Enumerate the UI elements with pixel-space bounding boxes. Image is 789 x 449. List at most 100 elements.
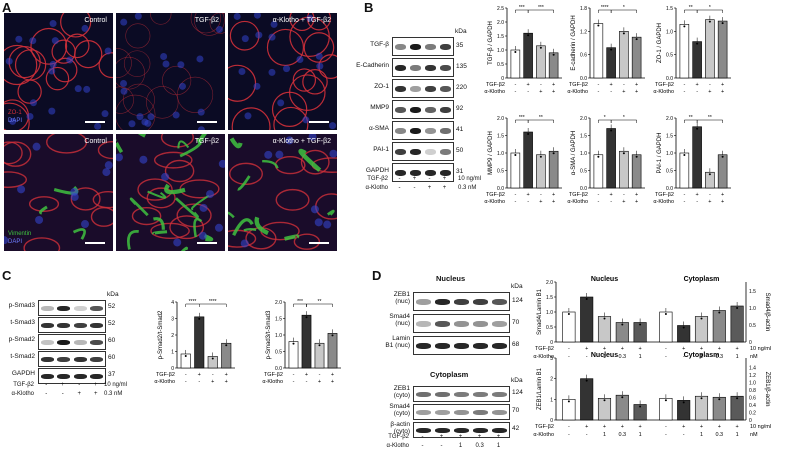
data-point — [514, 51, 517, 53]
data-point — [639, 405, 642, 408]
data-point — [585, 298, 588, 300]
fraction-label: (nuc) — [395, 320, 410, 327]
micrograph-image — [4, 13, 113, 130]
group-title: Nucleus — [591, 276, 618, 283]
band — [424, 43, 437, 50]
data-point — [597, 155, 600, 158]
data-point — [211, 357, 214, 360]
blot-strip — [392, 163, 454, 182]
condition-sign: - — [597, 192, 599, 198]
bar — [606, 47, 616, 79]
condition-sign: - — [185, 372, 187, 378]
blot-row-label: p-Smad2 — [1, 336, 35, 343]
data-point — [552, 53, 555, 56]
treatment-sign: + — [442, 185, 447, 191]
y-tick-label: 2.0 — [497, 20, 504, 26]
scale-bar — [309, 121, 329, 123]
y-tick-label: 1.5 — [546, 295, 553, 301]
condition-sign: + — [622, 89, 625, 95]
bar — [705, 19, 715, 79]
band — [454, 409, 469, 415]
y-axis-label: PAI-1 / GAPDH — [657, 133, 663, 174]
y-tick-label: 1.0 — [497, 48, 504, 54]
protein-name: E-Cadherin — [356, 61, 389, 69]
condition-sign: - — [597, 82, 599, 88]
condition-sign: + — [638, 424, 641, 430]
condition-sign: - — [696, 89, 698, 95]
condition-sign: - — [514, 89, 516, 95]
significance-bracket — [696, 119, 723, 123]
alpha-klotho-label: α-Klotho — [386, 443, 409, 449]
band — [435, 427, 450, 433]
data-point — [292, 342, 295, 345]
y-tick-label: 1.5 — [497, 134, 504, 140]
significance-bracket — [527, 119, 554, 123]
condition-label: α-Klotho — [567, 89, 588, 95]
condition-sign: + — [305, 372, 308, 378]
y-tick-label: 0.5 — [497, 169, 504, 175]
condition-sign: 1 — [603, 432, 606, 438]
data-point — [622, 32, 625, 35]
condition-sign: + — [635, 89, 638, 95]
molecular-weight: 50 — [456, 146, 464, 154]
scale-bar — [309, 242, 329, 244]
condition-sign: + — [198, 372, 201, 378]
y-tick-label: 0.0 — [275, 366, 282, 372]
significance-label: ** — [318, 299, 322, 305]
band — [409, 64, 422, 71]
y2-tick-label: 1.4 — [749, 365, 756, 371]
treatment-sign: - — [428, 176, 431, 182]
bar — [593, 154, 604, 189]
band — [424, 127, 437, 134]
channel-label: Vimentin — [8, 231, 32, 237]
band — [473, 427, 488, 433]
condition-sign: - — [319, 372, 321, 378]
treatment-sign: + — [477, 434, 482, 440]
band — [492, 342, 507, 349]
group-title: Cytoplasm — [684, 276, 720, 283]
y-tick-label: 1.0 — [497, 151, 504, 157]
micrograph-title: TGF-β2 — [194, 17, 219, 24]
molecular-weight: 92 — [456, 104, 464, 112]
molecular-weight: 124 — [512, 389, 523, 396]
micrograph-image — [4, 134, 113, 251]
micrograph-2: TGF-β2 — [116, 13, 225, 130]
treatment-sign: + — [93, 382, 98, 388]
bar — [562, 311, 576, 343]
significance-label: **** — [209, 299, 217, 305]
condition-sign: - — [696, 199, 698, 205]
y-tick-label: 2.0 — [275, 300, 282, 306]
protein-name: Smad4 — [389, 313, 410, 320]
micrograph-title: Control — [84, 138, 107, 145]
band — [57, 322, 71, 328]
band — [409, 148, 422, 155]
y-tick-label: 1.5 — [666, 134, 673, 140]
group-title: Cytoplasm — [684, 352, 720, 359]
band — [90, 322, 104, 328]
bar — [712, 310, 726, 343]
bar — [631, 36, 642, 79]
condition-sign: - — [540, 82, 542, 88]
band — [73, 356, 87, 362]
tgf-beta2-label: TGF-β2 — [13, 382, 34, 388]
blot-strip — [413, 422, 510, 438]
band — [394, 127, 407, 134]
significance-label: * — [604, 115, 606, 121]
condition-sign: 0.3 — [715, 354, 723, 360]
bar — [562, 399, 576, 421]
data-point — [567, 400, 570, 403]
condition-label: TGF-β2 — [569, 82, 588, 88]
condition-label: α-Klotho — [154, 379, 175, 385]
condition-sign: - — [683, 82, 685, 88]
band — [40, 339, 54, 345]
treatment-sign: 0.3 — [475, 443, 484, 449]
scale-bar — [197, 242, 217, 244]
blot-row-label: ZO-1 — [344, 83, 389, 90]
bar-chart-B1: 0 0.5 1.0 1.5 2.0 2.5 TGF-β / GAPDH *** *** TGF-β… — [484, 5, 562, 95]
condition-unit: 10 ng/ml — [750, 424, 771, 430]
condition-sign: - — [306, 379, 308, 385]
cytoplasm-blot-title: Cytoplasm — [430, 370, 469, 379]
data-point — [603, 399, 606, 402]
tgf-beta2-label: TGF-β2 — [388, 434, 409, 440]
condition-label: TGF-β2 — [569, 192, 588, 198]
